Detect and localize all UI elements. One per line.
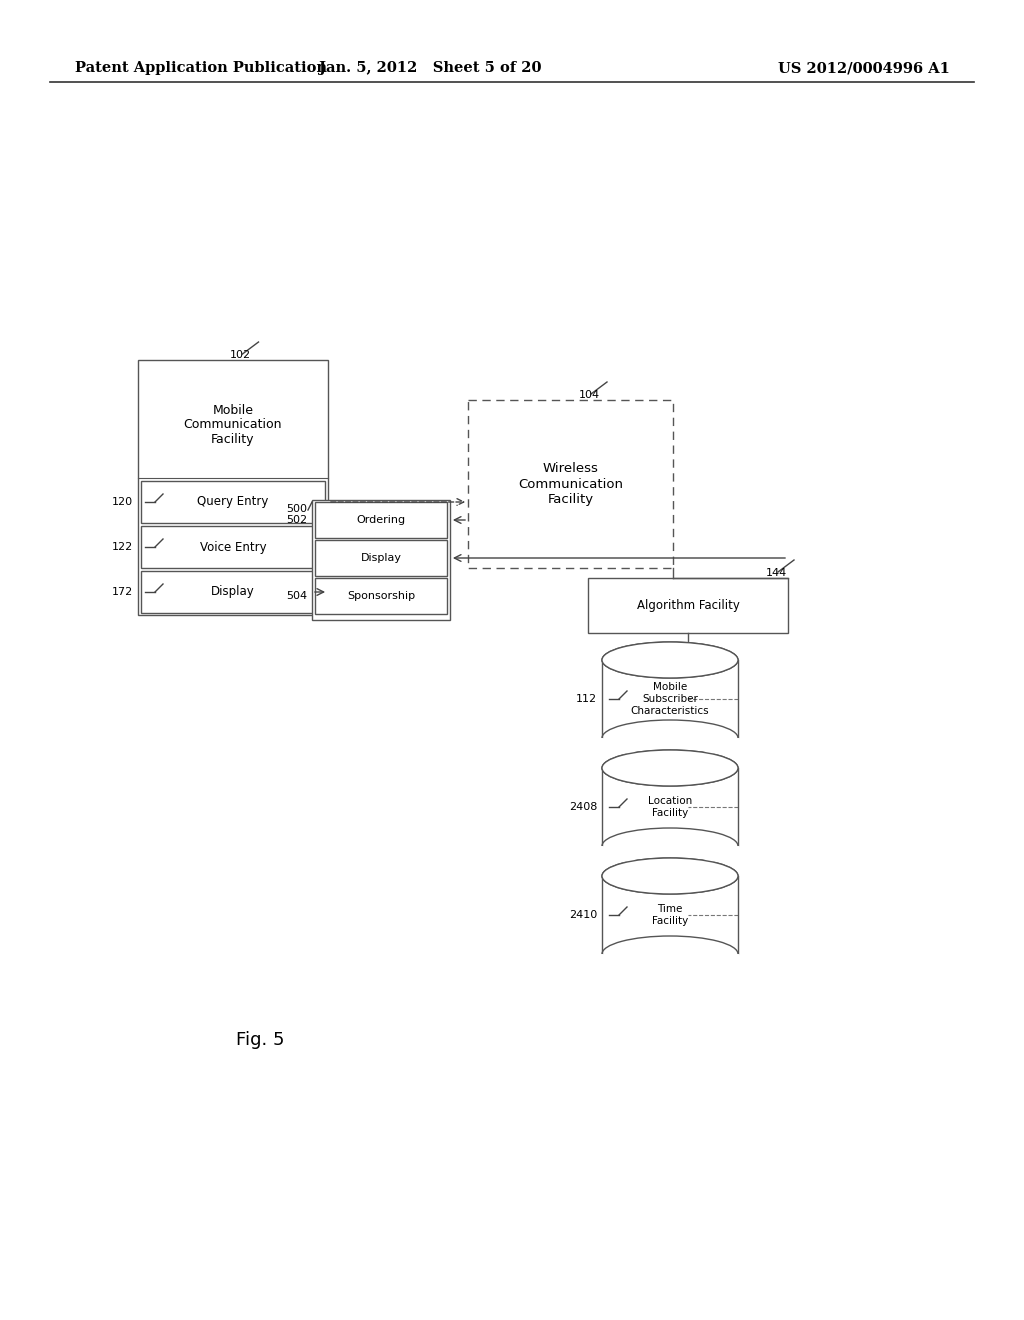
- Bar: [141, 572, 325, 612]
- Ellipse shape: [602, 858, 738, 894]
- Bar: [315, 502, 447, 539]
- Text: 112: 112: [575, 694, 597, 704]
- Text: Location
Facility: Location Facility: [648, 796, 692, 818]
- Text: Fig. 5: Fig. 5: [236, 1031, 285, 1049]
- Ellipse shape: [602, 750, 738, 785]
- Bar: [141, 525, 325, 568]
- Text: Wireless
Communication
Facility: Wireless Communication Facility: [518, 462, 623, 506]
- Ellipse shape: [602, 642, 738, 678]
- Text: Mobile
Communication
Facility: Mobile Communication Facility: [183, 404, 283, 446]
- Text: Ordering: Ordering: [356, 515, 406, 525]
- Bar: [602, 660, 738, 738]
- Bar: [602, 768, 738, 846]
- Text: 504: 504: [286, 591, 307, 601]
- Text: US 2012/0004996 A1: US 2012/0004996 A1: [778, 61, 950, 75]
- Text: 120: 120: [112, 498, 133, 507]
- Text: Voice Entry: Voice Entry: [200, 540, 266, 553]
- Text: 104: 104: [579, 389, 600, 400]
- Bar: [602, 876, 738, 954]
- Text: Sponsorship: Sponsorship: [347, 591, 415, 601]
- Text: Display: Display: [211, 586, 255, 598]
- Bar: [315, 578, 447, 614]
- Text: Algorithm Facility: Algorithm Facility: [637, 599, 739, 612]
- Text: 122: 122: [112, 543, 133, 552]
- Bar: [588, 578, 788, 634]
- Text: 502: 502: [286, 515, 307, 525]
- Text: 2410: 2410: [568, 909, 597, 920]
- Text: Mobile
Subscriber
Characteristics: Mobile Subscriber Characteristics: [631, 682, 710, 715]
- Text: 172: 172: [112, 587, 133, 597]
- Ellipse shape: [602, 642, 738, 678]
- Bar: [315, 540, 447, 576]
- Text: Display: Display: [360, 553, 401, 564]
- Text: Jan. 5, 2012   Sheet 5 of 20: Jan. 5, 2012 Sheet 5 of 20: [318, 61, 542, 75]
- Text: 102: 102: [230, 350, 251, 360]
- Bar: [141, 480, 325, 523]
- Bar: [312, 500, 450, 620]
- Text: Query Entry: Query Entry: [198, 495, 268, 508]
- Ellipse shape: [602, 750, 738, 785]
- Text: 2408: 2408: [568, 803, 597, 812]
- Bar: [138, 360, 328, 615]
- Bar: [468, 400, 673, 568]
- Text: Patent Application Publication: Patent Application Publication: [75, 61, 327, 75]
- Text: 500: 500: [286, 504, 307, 513]
- Text: 144: 144: [765, 568, 786, 578]
- Text: Time
Facility: Time Facility: [652, 904, 688, 925]
- Ellipse shape: [602, 858, 738, 894]
